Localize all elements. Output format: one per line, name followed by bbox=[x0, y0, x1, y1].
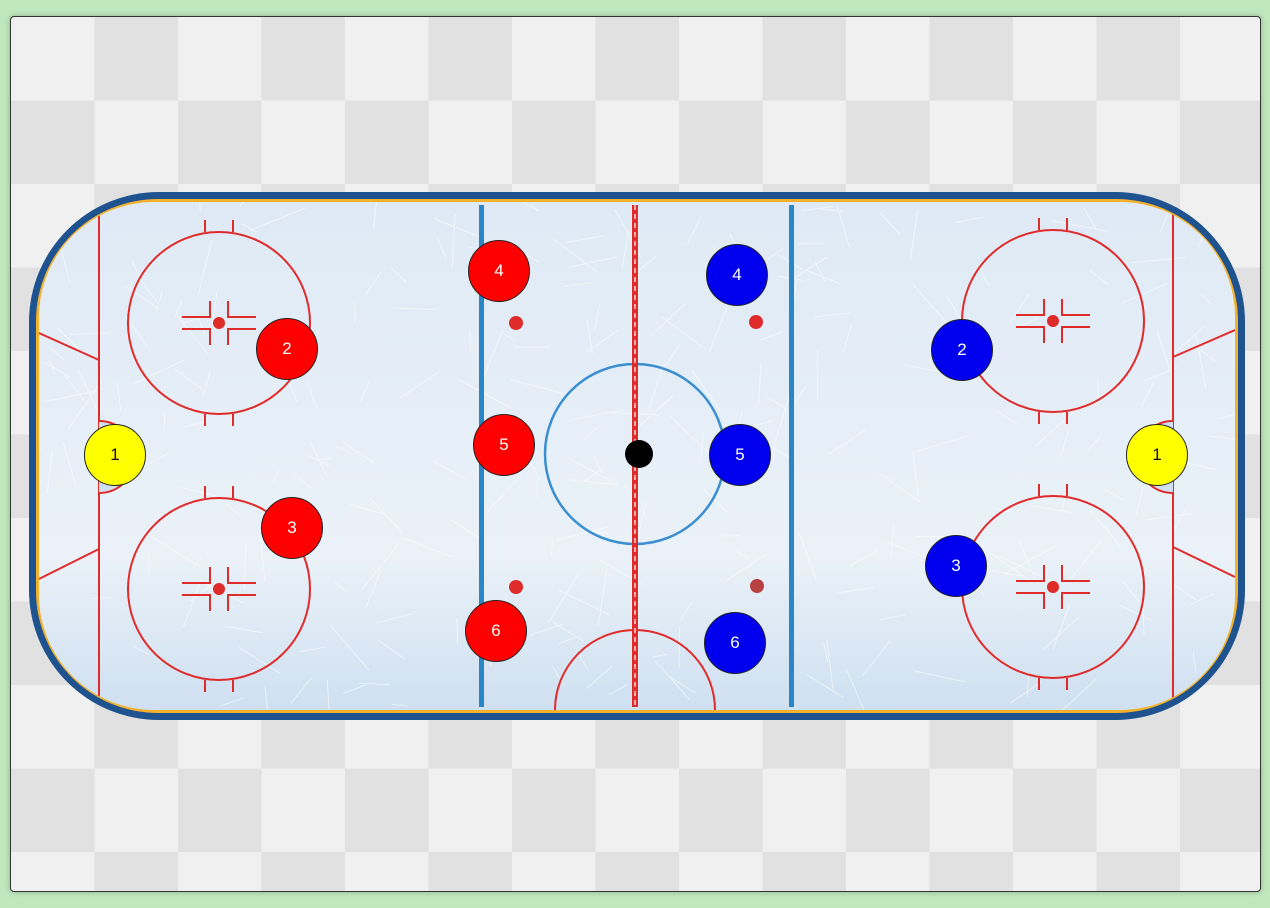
faceoff-dot bbox=[749, 315, 763, 329]
player-number: 2 bbox=[282, 339, 292, 358]
player-number: 4 bbox=[494, 261, 504, 280]
red-player-3[interactable]: 3 bbox=[261, 497, 323, 559]
trapezoid-lines bbox=[39, 329, 1235, 580]
blue-player-6[interactable]: 6 bbox=[704, 612, 766, 674]
faceoff-circle bbox=[127, 220, 311, 426]
faceoff-dot bbox=[750, 579, 764, 593]
faceoff-dot bbox=[509, 316, 523, 330]
player-number: 1 bbox=[1152, 445, 1162, 464]
blue-player-5[interactable]: 5 bbox=[709, 424, 771, 486]
player-number: 6 bbox=[491, 621, 501, 640]
faceoff-dot bbox=[509, 580, 523, 594]
red-goalie[interactable]: 1 bbox=[84, 424, 146, 486]
rink-board: 1 2 3 4 5 6 1 2 3 4 5 6 bbox=[10, 16, 1261, 892]
player-number: 5 bbox=[735, 445, 745, 464]
player-number: 2 bbox=[957, 340, 967, 359]
blue-player-3[interactable]: 3 bbox=[925, 535, 987, 597]
puck[interactable] bbox=[625, 440, 653, 468]
player-number: 3 bbox=[951, 556, 961, 575]
player-number: 4 bbox=[732, 265, 742, 284]
red-player-2[interactable]: 2 bbox=[256, 318, 318, 380]
player-number: 5 bbox=[499, 435, 509, 454]
blue-player-2[interactable]: 2 bbox=[931, 319, 993, 381]
blue-player-4[interactable]: 4 bbox=[706, 244, 768, 306]
player-number: 1 bbox=[110, 445, 120, 464]
player-number: 6 bbox=[730, 633, 740, 652]
red-player-4[interactable]: 4 bbox=[468, 240, 530, 302]
faceoff-circle bbox=[127, 486, 311, 692]
player-number: 3 bbox=[287, 518, 297, 537]
red-player-6[interactable]: 6 bbox=[465, 600, 527, 662]
blue-goalie[interactable]: 1 bbox=[1126, 424, 1188, 486]
blue-line-right bbox=[789, 205, 794, 707]
red-player-5[interactable]: 5 bbox=[473, 414, 535, 476]
